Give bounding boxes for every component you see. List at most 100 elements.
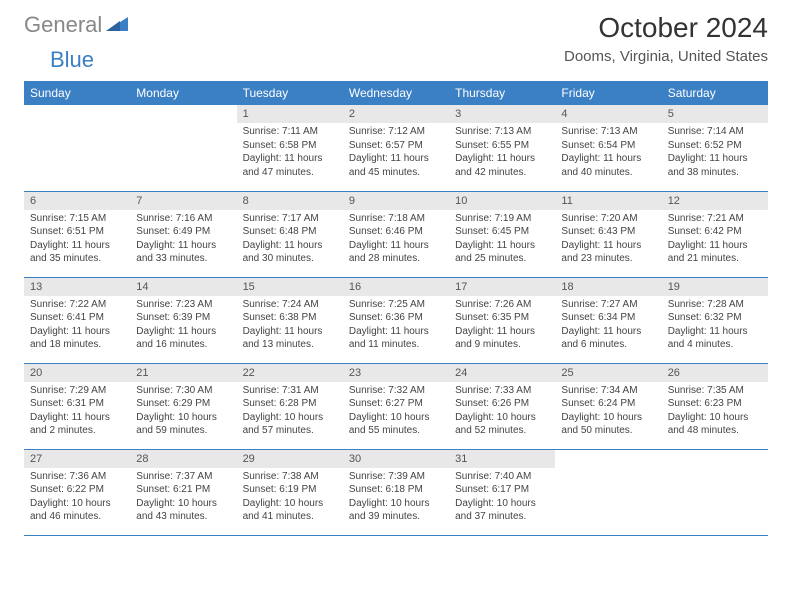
sunrise-line: Sunrise: 7:19 AM [455,212,549,226]
sunset-line: Sunset: 6:39 PM [136,311,230,325]
sunset-line: Sunset: 6:23 PM [668,397,762,411]
daylight-line: Daylight: 10 hours and 57 minutes. [243,411,337,438]
day-details: Sunrise: 7:27 AMSunset: 6:34 PMDaylight:… [555,296,661,356]
sunset-line: Sunset: 6:27 PM [349,397,443,411]
sunrise-line: Sunrise: 7:28 AM [668,298,762,312]
calendar-day-cell: 15Sunrise: 7:24 AMSunset: 6:38 PMDayligh… [237,277,343,363]
weekday-header: Tuesday [237,81,343,105]
daylight-line: Daylight: 11 hours and 47 minutes. [243,152,337,179]
calendar-day-cell: 22Sunrise: 7:31 AMSunset: 6:28 PMDayligh… [237,363,343,449]
daylight-line: Daylight: 11 hours and 25 minutes. [455,239,549,266]
sunset-line: Sunset: 6:19 PM [243,483,337,497]
day-number: 17 [449,278,555,296]
title-block: October 2024 Dooms, Virginia, United Sta… [564,12,768,65]
calendar-day-cell: 20Sunrise: 7:29 AMSunset: 6:31 PMDayligh… [24,363,130,449]
daylight-line: Daylight: 11 hours and 9 minutes. [455,325,549,352]
day-number: 29 [237,450,343,468]
day-details: Sunrise: 7:36 AMSunset: 6:22 PMDaylight:… [24,468,130,528]
daylight-line: Daylight: 10 hours and 55 minutes. [349,411,443,438]
daylight-line: Daylight: 11 hours and 42 minutes. [455,152,549,179]
sunrise-line: Sunrise: 7:18 AM [349,212,443,226]
day-number: 21 [130,364,236,382]
daylight-line: Daylight: 10 hours and 48 minutes. [668,411,762,438]
sunset-line: Sunset: 6:18 PM [349,483,443,497]
daylight-line: Daylight: 10 hours and 43 minutes. [136,497,230,524]
calendar-day-cell: 10Sunrise: 7:19 AMSunset: 6:45 PMDayligh… [449,191,555,277]
calendar-day-cell: 3Sunrise: 7:13 AMSunset: 6:55 PMDaylight… [449,105,555,191]
location-line: Dooms, Virginia, United States [564,48,768,65]
day-details: Sunrise: 7:33 AMSunset: 6:26 PMDaylight:… [449,382,555,442]
sunrise-line: Sunrise: 7:39 AM [349,470,443,484]
day-details: Sunrise: 7:34 AMSunset: 6:24 PMDaylight:… [555,382,661,442]
weekday-header: Thursday [449,81,555,105]
day-number: 9 [343,192,449,210]
calendar-day-cell: 4Sunrise: 7:13 AMSunset: 6:54 PMDaylight… [555,105,661,191]
day-details: Sunrise: 7:40 AMSunset: 6:17 PMDaylight:… [449,468,555,528]
daylight-line: Daylight: 11 hours and 11 minutes. [349,325,443,352]
day-number: 1 [237,105,343,123]
calendar-day-cell: 6Sunrise: 7:15 AMSunset: 6:51 PMDaylight… [24,191,130,277]
sunset-line: Sunset: 6:41 PM [30,311,124,325]
calendar-day-cell: 31Sunrise: 7:40 AMSunset: 6:17 PMDayligh… [449,449,555,535]
calendar-day-cell: 11Sunrise: 7:20 AMSunset: 6:43 PMDayligh… [555,191,661,277]
sunrise-line: Sunrise: 7:15 AM [30,212,124,226]
calendar-day-cell: 28Sunrise: 7:37 AMSunset: 6:21 PMDayligh… [130,449,236,535]
weekday-header: Saturday [662,81,768,105]
day-number: 7 [130,192,236,210]
sunrise-line: Sunrise: 7:13 AM [561,125,655,139]
sunrise-line: Sunrise: 7:40 AM [455,470,549,484]
day-details: Sunrise: 7:24 AMSunset: 6:38 PMDaylight:… [237,296,343,356]
sunrise-line: Sunrise: 7:34 AM [561,384,655,398]
day-details: Sunrise: 7:14 AMSunset: 6:52 PMDaylight:… [662,123,768,183]
day-details: Sunrise: 7:31 AMSunset: 6:28 PMDaylight:… [237,382,343,442]
daylight-line: Daylight: 11 hours and 40 minutes. [561,152,655,179]
calendar-week-row: 1Sunrise: 7:11 AMSunset: 6:58 PMDaylight… [24,105,768,191]
sunrise-line: Sunrise: 7:11 AM [243,125,337,139]
daylight-line: Daylight: 11 hours and 13 minutes. [243,325,337,352]
sunset-line: Sunset: 6:24 PM [561,397,655,411]
weekday-row: Sunday Monday Tuesday Wednesday Thursday… [24,81,768,105]
calendar-day-cell [662,449,768,535]
calendar-day-cell: 16Sunrise: 7:25 AMSunset: 6:36 PMDayligh… [343,277,449,363]
calendar-table: Sunday Monday Tuesday Wednesday Thursday… [24,81,768,536]
day-details: Sunrise: 7:16 AMSunset: 6:49 PMDaylight:… [130,210,236,270]
calendar-day-cell: 27Sunrise: 7:36 AMSunset: 6:22 PMDayligh… [24,449,130,535]
sunset-line: Sunset: 6:21 PM [136,483,230,497]
sunrise-line: Sunrise: 7:27 AM [561,298,655,312]
day-number: 15 [237,278,343,296]
day-details: Sunrise: 7:29 AMSunset: 6:31 PMDaylight:… [24,382,130,442]
month-title: October 2024 [564,12,768,44]
day-details: Sunrise: 7:11 AMSunset: 6:58 PMDaylight:… [237,123,343,183]
day-details: Sunrise: 7:35 AMSunset: 6:23 PMDaylight:… [662,382,768,442]
sunrise-line: Sunrise: 7:38 AM [243,470,337,484]
sunrise-line: Sunrise: 7:12 AM [349,125,443,139]
day-number: 11 [555,192,661,210]
sunset-line: Sunset: 6:34 PM [561,311,655,325]
sunset-line: Sunset: 6:17 PM [455,483,549,497]
calendar-week-row: 20Sunrise: 7:29 AMSunset: 6:31 PMDayligh… [24,363,768,449]
sunrise-line: Sunrise: 7:20 AM [561,212,655,226]
day-details: Sunrise: 7:13 AMSunset: 6:55 PMDaylight:… [449,123,555,183]
calendar-day-cell [130,105,236,191]
sunrise-line: Sunrise: 7:17 AM [243,212,337,226]
sunset-line: Sunset: 6:22 PM [30,483,124,497]
day-details: Sunrise: 7:38 AMSunset: 6:19 PMDaylight:… [237,468,343,528]
calendar-day-cell: 24Sunrise: 7:33 AMSunset: 6:26 PMDayligh… [449,363,555,449]
day-number: 28 [130,450,236,468]
logo-triangle-icon [106,15,128,36]
day-number: 31 [449,450,555,468]
daylight-line: Daylight: 11 hours and 33 minutes. [136,239,230,266]
day-details: Sunrise: 7:26 AMSunset: 6:35 PMDaylight:… [449,296,555,356]
brand-logo: General [24,12,132,38]
calendar-day-cell [555,449,661,535]
sunrise-line: Sunrise: 7:31 AM [243,384,337,398]
day-details: Sunrise: 7:13 AMSunset: 6:54 PMDaylight:… [555,123,661,183]
daylight-line: Daylight: 11 hours and 35 minutes. [30,239,124,266]
day-details: Sunrise: 7:28 AMSunset: 6:32 PMDaylight:… [662,296,768,356]
calendar-body: 1Sunrise: 7:11 AMSunset: 6:58 PMDaylight… [24,105,768,535]
daylight-line: Daylight: 11 hours and 4 minutes. [668,325,762,352]
calendar-day-cell: 23Sunrise: 7:32 AMSunset: 6:27 PMDayligh… [343,363,449,449]
day-details: Sunrise: 7:22 AMSunset: 6:41 PMDaylight:… [24,296,130,356]
day-number: 16 [343,278,449,296]
sunset-line: Sunset: 6:42 PM [668,225,762,239]
